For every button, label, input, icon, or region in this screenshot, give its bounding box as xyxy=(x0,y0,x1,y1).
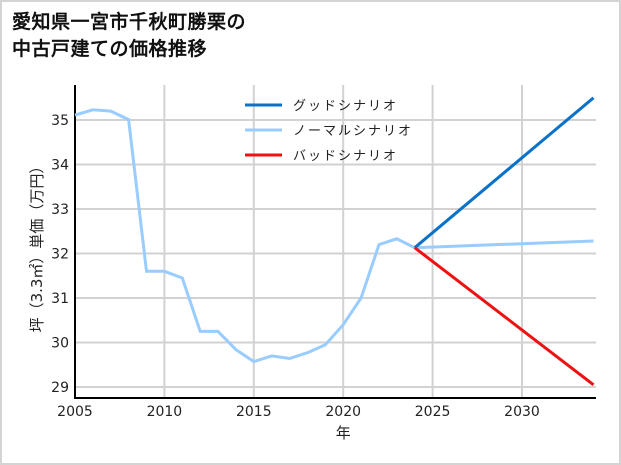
y-tick-label: 30 xyxy=(51,336,69,352)
series-line xyxy=(413,246,595,386)
x-tick-label: 2030 xyxy=(504,404,540,420)
x-tick-label: 2005 xyxy=(57,404,93,420)
legend-label: バッドシナリオ xyxy=(293,149,398,164)
y-tick-label: 31 xyxy=(51,291,69,307)
series-lines xyxy=(74,96,595,386)
legend-label: ノーマルシナリオ xyxy=(293,124,413,139)
y-axis-label: 坪（3.3㎡）単価（万円） xyxy=(28,159,46,333)
series-line xyxy=(74,108,594,364)
y-tick-label: 34 xyxy=(51,158,69,174)
grid-lines xyxy=(74,85,596,398)
y-tick-label: 33 xyxy=(51,202,69,218)
x-tick-label: 2020 xyxy=(325,404,361,420)
x-axis-label: 年 xyxy=(336,424,351,442)
x-tick-label: 2015 xyxy=(236,404,272,420)
axis-labels: 29 30 31 32 33 34 35 2005 2010 2015 2020 2025 2030 年 坪… xyxy=(28,113,540,442)
chart-title-line2: 中古戸建ての価格推移 xyxy=(12,38,208,60)
x-tick-label: 2010 xyxy=(147,404,183,420)
legend-label: グッドシナリオ xyxy=(293,99,398,114)
y-tick-label: 32 xyxy=(51,247,69,263)
series-line xyxy=(413,96,595,249)
y-tick-label: 35 xyxy=(51,113,69,129)
chart-title: 愛知県一宮市千秋町勝栗の 中古戸建ての価格推移 xyxy=(12,9,246,63)
y-tick-label: 29 xyxy=(51,380,69,396)
axes xyxy=(74,85,596,399)
chart-title-line1: 愛知県一宮市千秋町勝栗の xyxy=(12,11,247,33)
x-tick-label: 2025 xyxy=(415,404,451,420)
